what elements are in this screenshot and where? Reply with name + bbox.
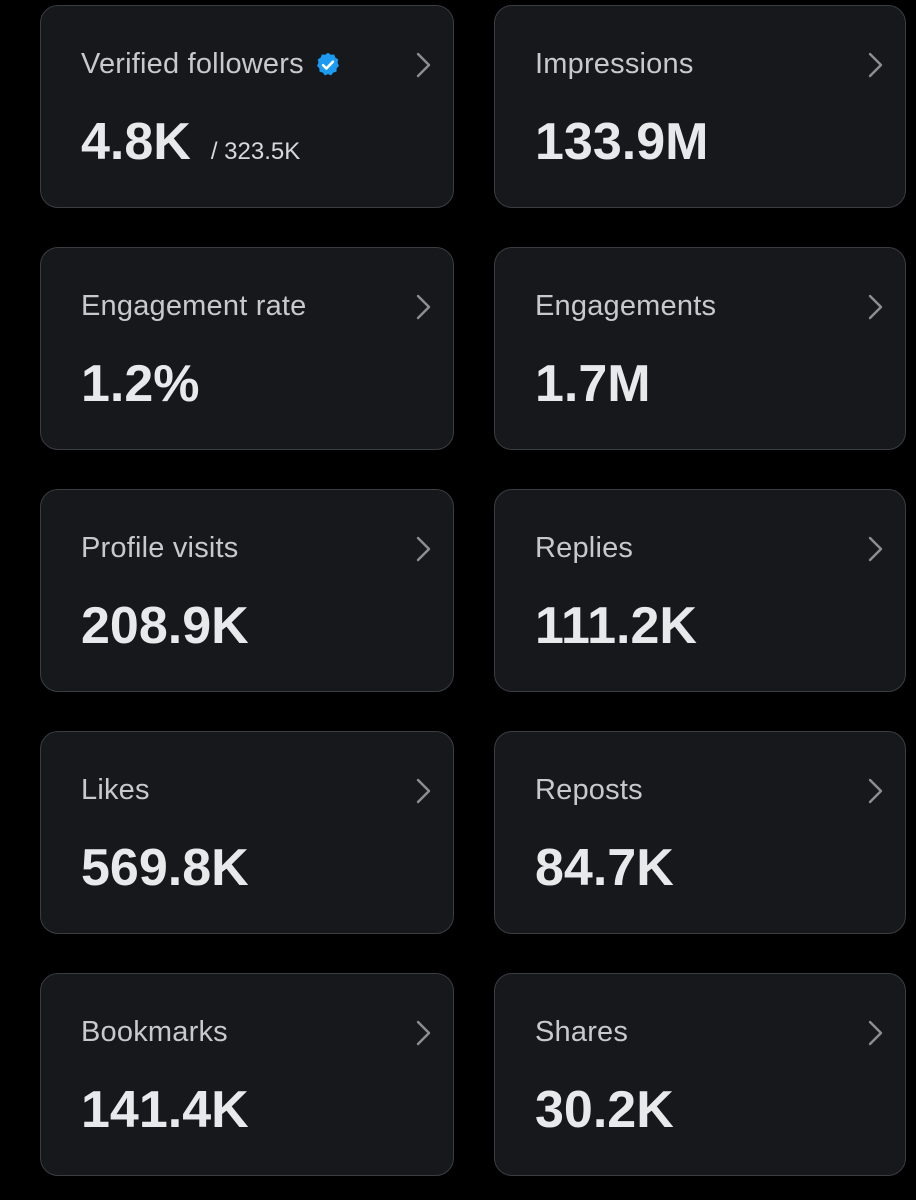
card-label: Impressions: [535, 48, 694, 80]
label-row: Engagements: [535, 290, 716, 323]
card-value: 133.9M: [535, 113, 709, 171]
card-label: Reposts: [535, 774, 643, 806]
analytics-grid: Verified followers 4.8K / 323.5K Impress…: [40, 5, 906, 1176]
chevron-right-icon: [868, 1020, 883, 1046]
value-row: 133.9M: [535, 116, 708, 168]
value-row: 1.2%: [81, 358, 200, 410]
label-row: Shares: [535, 1016, 628, 1049]
label-row: Profile visits: [81, 532, 239, 565]
value-row: 30.2K: [535, 1084, 674, 1136]
card-subvalue: / 323.5K: [210, 138, 301, 165]
value-row: 141.4K: [81, 1084, 249, 1136]
card-engagements[interactable]: Engagements 1.7M: [494, 247, 906, 450]
value-row: 84.7K: [535, 842, 674, 894]
card-replies[interactable]: Replies 111.2K: [494, 489, 906, 692]
card-label: Replies: [535, 532, 634, 564]
card-shares[interactable]: Shares 30.2K: [494, 973, 906, 1176]
card-label: Shares: [535, 1016, 629, 1048]
chevron-right-icon: [868, 536, 883, 562]
card-likes[interactable]: Likes 569.8K: [40, 731, 454, 934]
value-row: 111.2K: [535, 600, 697, 652]
value-row: 4.8K / 323.5K: [81, 116, 300, 168]
card-label: Engagement rate: [81, 290, 307, 322]
label-row: Engagement rate: [81, 290, 306, 323]
chevron-right-icon: [868, 52, 883, 78]
label-row: Impressions: [535, 48, 694, 81]
chevron-right-icon: [416, 1020, 431, 1046]
card-value: 1.2%: [81, 355, 200, 413]
label-row: Bookmarks: [81, 1016, 228, 1049]
card-value: 84.7K: [535, 839, 674, 897]
chevron-right-icon: [416, 778, 431, 804]
card-reposts[interactable]: Reposts 84.7K: [494, 731, 906, 934]
card-impressions[interactable]: Impressions 133.9M: [494, 5, 906, 208]
chevron-right-icon: [416, 294, 431, 320]
value-row: 569.8K: [81, 842, 249, 894]
card-label: Profile visits: [81, 532, 239, 564]
verified-badge-icon: [314, 51, 342, 79]
label-row: Reposts: [535, 774, 643, 807]
card-label: Likes: [81, 774, 150, 806]
card-verified-followers[interactable]: Verified followers 4.8K / 323.5K: [40, 5, 454, 208]
card-value: 4.8K: [81, 113, 191, 171]
value-row: 1.7M: [535, 358, 651, 410]
card-value: 569.8K: [81, 839, 249, 897]
card-value: 141.4K: [81, 1081, 249, 1139]
card-value: 208.9K: [81, 597, 249, 655]
chevron-right-icon: [868, 778, 883, 804]
card-value: 30.2K: [535, 1081, 674, 1139]
label-row: Verified followers: [81, 48, 342, 81]
card-label: Verified followers: [81, 48, 304, 80]
card-label: Engagements: [535, 290, 717, 322]
card-value: 1.7M: [535, 355, 651, 413]
value-row: 208.9K: [81, 600, 249, 652]
chevron-right-icon: [416, 536, 431, 562]
card-value: 111.2K: [535, 597, 697, 655]
chevron-right-icon: [416, 52, 431, 78]
chevron-right-icon: [868, 294, 883, 320]
label-row: Replies: [535, 532, 633, 565]
card-label: Bookmarks: [81, 1016, 228, 1048]
card-engagement-rate[interactable]: Engagement rate 1.2%: [40, 247, 454, 450]
card-profile-visits[interactable]: Profile visits 208.9K: [40, 489, 454, 692]
label-row: Likes: [81, 774, 150, 807]
card-bookmarks[interactable]: Bookmarks 141.4K: [40, 973, 454, 1176]
